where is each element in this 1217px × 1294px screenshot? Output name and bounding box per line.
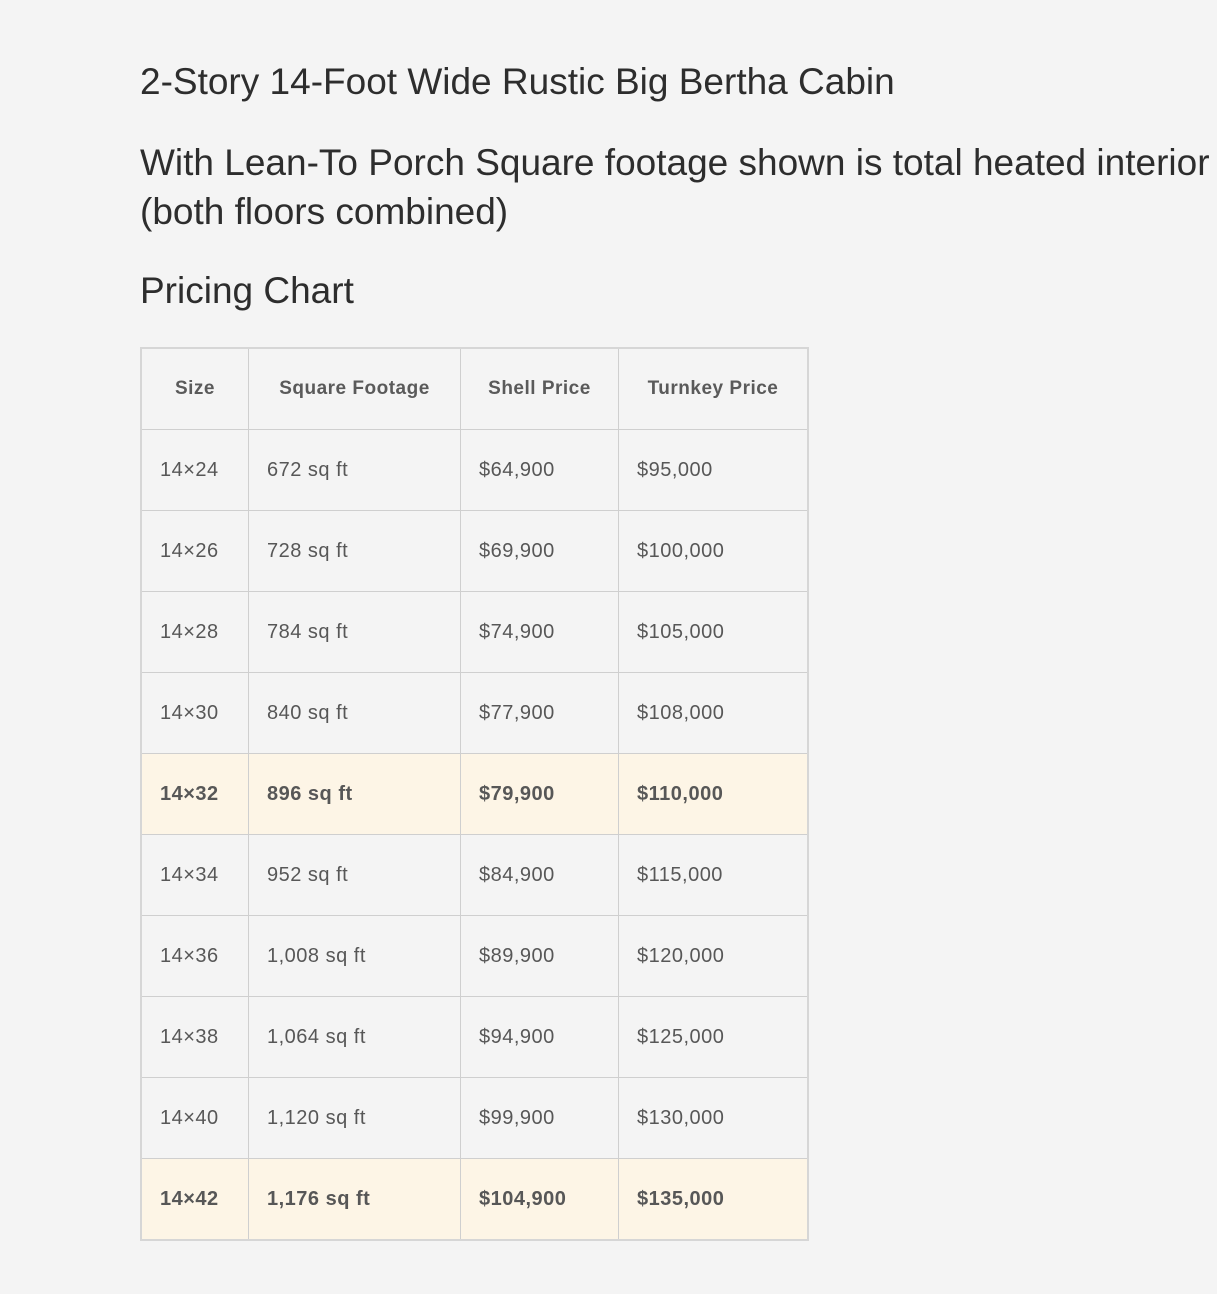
table-row: 14×40 1,120 sq ft $99,900 $130,000 [140,1077,809,1159]
square-footage-cell: 896 sq ft [248,753,461,835]
table-row: 14×36 1,008 sq ft $89,900 $120,000 [140,915,809,997]
square-footage-cell: 1,176 sq ft [248,1158,461,1241]
shell-price-cell: $69,900 [460,510,619,592]
table-header-row: Size Square Footage Shell Price Turnkey … [140,347,809,430]
shell-price-cell: $74,900 [460,591,619,673]
turnkey-price-cell: $115,000 [618,834,809,916]
size-cell: 14×38 [140,996,249,1078]
table-row: 14×32 896 sq ft $79,900 $110,000 [140,753,809,835]
size-cell: 14×42 [140,1158,249,1241]
square-footage-cell: 1,008 sq ft [248,915,461,997]
table-row: 14×24 672 sq ft $64,900 $95,000 [140,429,809,511]
header-square-footage: Square Footage [248,347,461,430]
size-cell: 14×30 [140,672,249,754]
shell-price-cell: $77,900 [460,672,619,754]
turnkey-price-cell: $135,000 [618,1158,809,1241]
square-footage-cell: 840 sq ft [248,672,461,754]
size-cell: 14×24 [140,429,249,511]
size-cell: 14×40 [140,1077,249,1159]
table-row: 14×30 840 sq ft $77,900 $108,000 [140,672,809,754]
shell-price-cell: $84,900 [460,834,619,916]
section-heading: Pricing Chart [140,270,354,311]
shell-price-cell: $79,900 [460,753,619,835]
shell-price-cell: $64,900 [460,429,619,511]
size-cell: 14×28 [140,591,249,673]
square-footage-cell: 1,120 sq ft [248,1077,461,1159]
square-footage-cell: 672 sq ft [248,429,461,511]
page-subtitle: With Lean-To Porch Square footage shown … [140,142,1210,232]
table-row: 14×28 784 sq ft $74,900 $105,000 [140,591,809,673]
square-footage-cell: 952 sq ft [248,834,461,916]
turnkey-price-cell: $125,000 [618,996,809,1078]
shell-price-cell: $94,900 [460,996,619,1078]
table-row: 14×26 728 sq ft $69,900 $100,000 [140,510,809,592]
size-cell: 14×36 [140,915,249,997]
table-row: 14×38 1,064 sq ft $94,900 $125,000 [140,996,809,1078]
square-footage-cell: 1,064 sq ft [248,996,461,1078]
page-title: 2-Story 14-Foot Wide Rustic Big Bertha C… [140,61,895,102]
turnkey-price-cell: $120,000 [618,915,809,997]
size-cell: 14×34 [140,834,249,916]
table-row: 14×42 1,176 sq ft $104,900 $135,000 [140,1158,809,1241]
header-shell-price: Shell Price [460,347,619,430]
square-footage-cell: 728 sq ft [248,510,461,592]
shell-price-cell: $99,900 [460,1077,619,1159]
turnkey-price-cell: $110,000 [618,753,809,835]
size-cell: 14×26 [140,510,249,592]
shell-price-cell: $89,900 [460,915,619,997]
size-cell: 14×32 [140,753,249,835]
turnkey-price-cell: $100,000 [618,510,809,592]
turnkey-price-cell: $105,000 [618,591,809,673]
shell-price-cell: $104,900 [460,1158,619,1241]
turnkey-price-cell: $95,000 [618,429,809,511]
square-footage-cell: 784 sq ft [248,591,461,673]
table-row: 14×34 952 sq ft $84,900 $115,000 [140,834,809,916]
header-turnkey-price: Turnkey Price [618,347,809,430]
turnkey-price-cell: $108,000 [618,672,809,754]
pricing-table: Size Square Footage Shell Price Turnkey … [140,347,809,1241]
header-size: Size [140,347,249,430]
turnkey-price-cell: $130,000 [618,1077,809,1159]
